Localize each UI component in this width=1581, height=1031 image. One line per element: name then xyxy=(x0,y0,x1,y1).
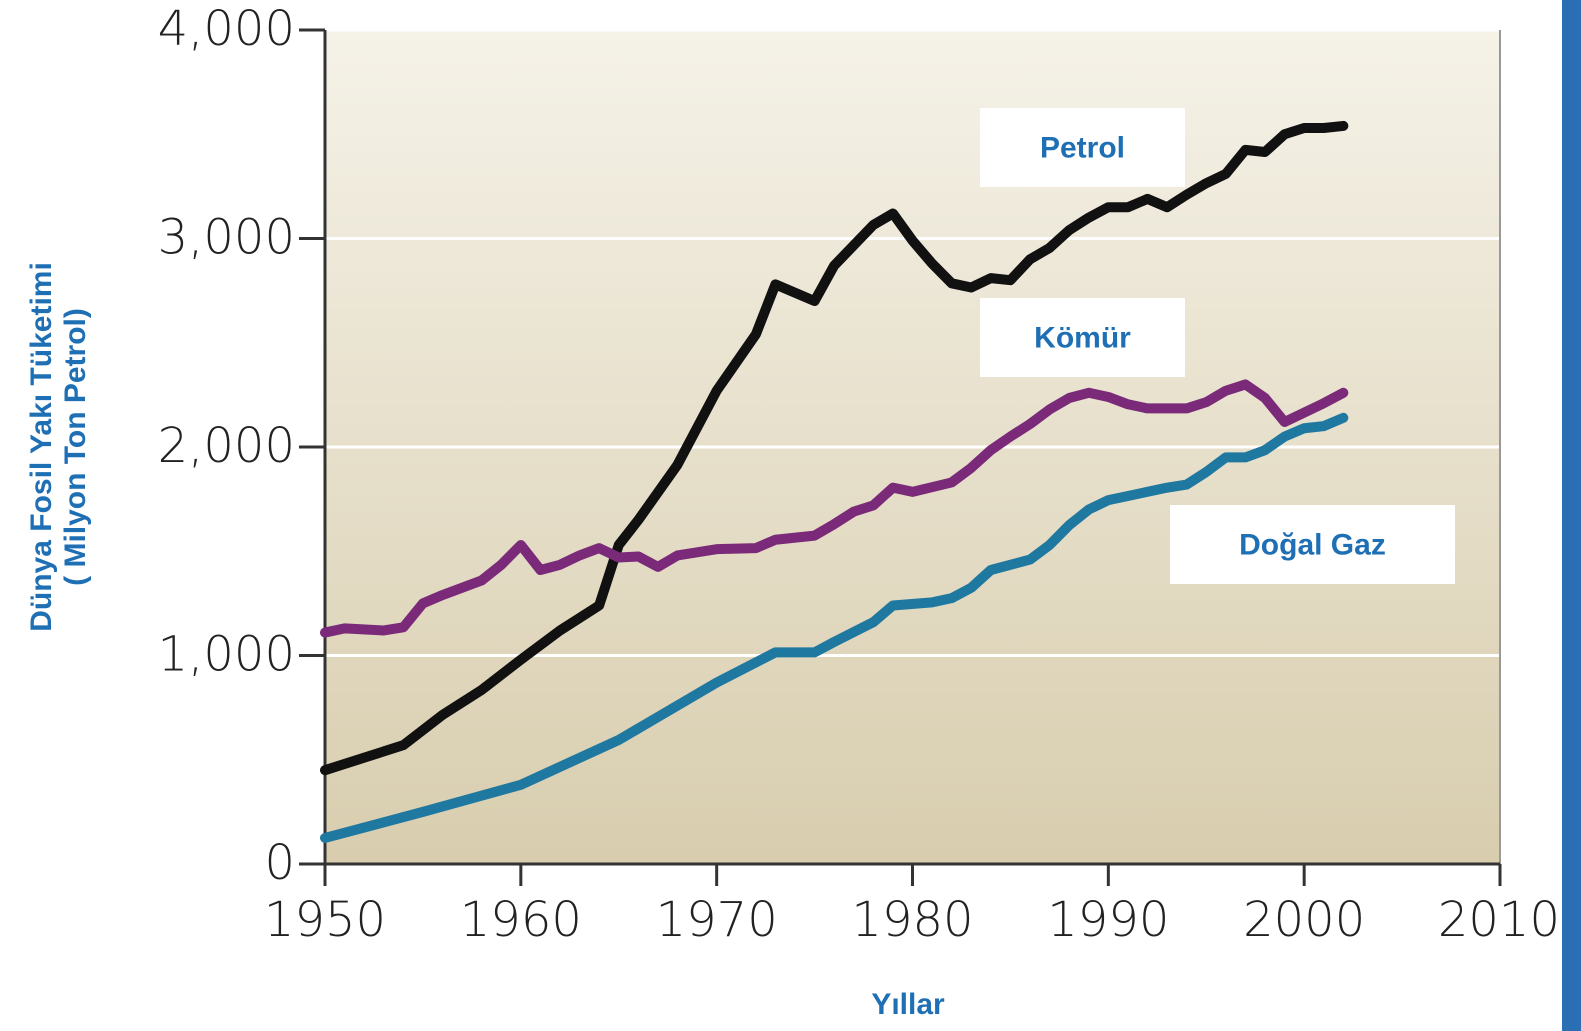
label-box xyxy=(1170,505,1455,584)
y-tick-label: 0 xyxy=(264,835,295,891)
series-line xyxy=(320,120,1349,776)
y-axis-title-line: ( Milyon Ton Petrol) xyxy=(59,308,92,586)
series-label: Kömür xyxy=(1034,321,1131,354)
y-tick-label: 3,000 xyxy=(158,210,295,266)
x-axis-title: Yıllar xyxy=(871,988,945,1021)
side-strip xyxy=(1562,0,1581,1031)
x-tick-label: 1960 xyxy=(460,892,582,948)
x-tick-label: 1950 xyxy=(264,892,386,948)
label-box xyxy=(980,108,1185,187)
y-tick-label: 1,000 xyxy=(158,627,295,683)
series-label: Doğal Gaz xyxy=(1239,528,1386,561)
series-line xyxy=(320,379,1349,638)
x-tick-label: 2000 xyxy=(1243,892,1365,948)
label-box xyxy=(980,298,1185,377)
x-tick-label: 1980 xyxy=(851,892,973,948)
y-axis-title: Dünya Fosil Yakı Tüketimi ( Milyon Ton P… xyxy=(25,262,92,632)
y-tick-label: 2,000 xyxy=(158,418,295,474)
x-tick-label: 1970 xyxy=(656,892,778,948)
series-line xyxy=(320,412,1349,843)
x-tick-label: 1990 xyxy=(1047,892,1169,948)
y-axis-title-line: Dünya Fosil Yakı Tüketimi xyxy=(25,262,58,632)
x-tick-label: 2010 xyxy=(1438,892,1560,948)
series-label: Petrol xyxy=(1040,131,1125,164)
y-tick-label: 4,000 xyxy=(158,1,295,57)
